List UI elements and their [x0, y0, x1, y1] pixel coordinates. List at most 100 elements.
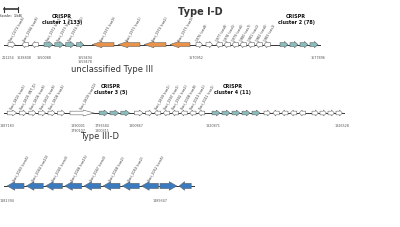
FancyArrow shape: [26, 182, 43, 190]
Text: 1659494
1659478: 1659494 1659478: [78, 56, 93, 64]
Text: CRISPR
cluster 1 (133): CRISPR cluster 1 (133): [42, 14, 82, 25]
Text: 1793584
1800311: 1793584 1800311: [94, 124, 110, 132]
Text: 1638808: 1638808: [16, 56, 32, 60]
FancyArrow shape: [22, 42, 28, 49]
FancyArrow shape: [222, 111, 230, 116]
Text: 1677896: 1677896: [310, 56, 326, 60]
Text: Saci_1806 (cas8): Saci_1806 (cas8): [29, 84, 46, 110]
Text: Saci_2008 (cas8): Saci_2008 (cas8): [180, 84, 198, 110]
Text: 1881394: 1881394: [0, 199, 15, 203]
FancyArrow shape: [282, 111, 288, 116]
FancyArrow shape: [29, 111, 36, 116]
FancyArrow shape: [70, 111, 94, 116]
Text: Saci_1808 (cas4): Saci_1808 (cas4): [48, 84, 66, 110]
FancyArrow shape: [32, 42, 38, 49]
Text: Saci_1974 (cas2): Saci_1974 (cas2): [151, 16, 169, 42]
Text: Saci_1997 (cox1): Saci_1997 (cox1): [162, 84, 180, 110]
Text: 1826528: 1826528: [334, 124, 350, 128]
Text: Saci_1809 (cas10): Saci_1809 (cas10): [78, 82, 97, 110]
FancyArrow shape: [76, 42, 84, 49]
FancyArrow shape: [264, 111, 270, 116]
FancyArrow shape: [46, 182, 62, 190]
Text: 1978 (cas5): 1978 (cas5): [224, 23, 237, 42]
Text: Saci_2047 (csm3): Saci_2047 (csm3): [89, 154, 107, 181]
FancyArrow shape: [66, 42, 74, 49]
FancyArrow shape: [48, 111, 55, 116]
Text: Scale: 1kB: Scale: 1kB: [0, 14, 22, 18]
FancyArrow shape: [299, 111, 306, 116]
Text: Saci_0274 (cas6): Saci_0274 (cas6): [8, 16, 26, 42]
FancyArrow shape: [196, 42, 202, 49]
Text: 1980 (cas7): 1980 (cas7): [240, 23, 253, 42]
FancyArrow shape: [224, 42, 230, 49]
FancyArrow shape: [290, 111, 297, 116]
Text: 1983 (cas1): 1983 (cas1): [264, 23, 277, 42]
Text: 1650088: 1650088: [36, 56, 52, 60]
FancyArrow shape: [146, 111, 152, 116]
FancyArrow shape: [264, 42, 270, 49]
FancyArrow shape: [110, 111, 119, 116]
Text: Saci_1994 (cas8): Saci_1994 (cas8): [22, 16, 39, 42]
Text: Saci_1972 (cas5): Saci_1972 (cas5): [45, 16, 62, 42]
FancyArrow shape: [92, 42, 114, 49]
Text: Saci_2050 (cas2): Saci_2050 (cas2): [127, 155, 145, 181]
FancyArrow shape: [8, 42, 15, 49]
FancyArrow shape: [248, 42, 254, 49]
FancyArrow shape: [206, 42, 212, 49]
Text: 1820871: 1820871: [205, 124, 220, 128]
FancyArrow shape: [44, 42, 53, 49]
FancyArrow shape: [212, 111, 220, 116]
FancyArrow shape: [38, 111, 46, 116]
FancyArrow shape: [154, 111, 161, 116]
Text: unclassified Type III: unclassified Type III: [71, 65, 153, 74]
FancyArrow shape: [7, 182, 24, 190]
Text: Saci_1805 (WT_D): Saci_1805 (WT_D): [19, 82, 38, 110]
Text: 1979 (cas6): 1979 (cas6): [232, 23, 245, 42]
FancyArrow shape: [312, 111, 318, 116]
Text: Saci_2010 (cas2): Saci_2010 (cas2): [189, 84, 206, 110]
Text: 1982 (cas6): 1982 (cas6): [256, 23, 269, 42]
Text: CRISPR
cluster 2 (78): CRISPR cluster 2 (78): [278, 14, 314, 25]
Text: Saci_1975 (cas9): Saci_1975 (cas9): [99, 16, 117, 42]
Text: Saci_2043 (csm5): Saci_2043 (csm5): [12, 154, 30, 181]
FancyArrow shape: [7, 111, 17, 116]
Text: Saci_1975 (cas9): Saci_1975 (cas9): [176, 16, 194, 42]
FancyArrow shape: [19, 111, 26, 116]
Text: Saci_1974 (cas2): Saci_1974 (cas2): [66, 16, 84, 42]
FancyArrow shape: [328, 111, 334, 116]
FancyArrow shape: [273, 111, 279, 116]
Text: 1890001
1790107: 1890001 1790107: [70, 124, 86, 132]
FancyArrow shape: [160, 182, 177, 190]
Text: Saci_1973 (cas1): Saci_1973 (cas1): [125, 16, 143, 42]
FancyArrow shape: [84, 182, 101, 190]
FancyArrow shape: [320, 111, 326, 116]
FancyArrow shape: [232, 111, 240, 116]
FancyArrow shape: [242, 111, 250, 116]
Text: Saci_2044 (cas10): Saci_2044 (cas10): [31, 153, 50, 181]
Text: 1887183: 1887183: [0, 124, 15, 128]
FancyArrow shape: [240, 42, 246, 49]
Text: 211254: 211254: [2, 56, 14, 60]
Text: 1889347: 1889347: [152, 199, 168, 203]
FancyArrow shape: [144, 42, 166, 49]
FancyArrow shape: [232, 42, 238, 49]
FancyArrow shape: [290, 42, 298, 49]
Text: Saci_1973 (cas7): Saci_1973 (cas7): [56, 16, 73, 42]
FancyArrow shape: [300, 42, 308, 49]
Text: Saci_2046 (cas15): Saci_2046 (cas15): [70, 153, 88, 181]
Text: Saci_2052 (csm5): Saci_2052 (csm5): [146, 154, 164, 181]
FancyArrow shape: [65, 182, 82, 190]
Text: 1976 (cas8): 1976 (cas8): [196, 23, 209, 42]
Text: Type III-D: Type III-D: [80, 132, 120, 141]
FancyArrow shape: [122, 182, 139, 190]
FancyArrow shape: [256, 42, 262, 49]
Text: CRISPR
cluster 4 (11): CRISPR cluster 4 (11): [214, 84, 251, 94]
Text: CRISPR
cluster 3 (5): CRISPR cluster 3 (5): [94, 84, 128, 94]
FancyArrow shape: [198, 111, 205, 116]
FancyArrow shape: [179, 182, 191, 190]
FancyArrow shape: [181, 111, 187, 116]
FancyArrow shape: [134, 111, 143, 116]
FancyArrow shape: [118, 42, 140, 49]
FancyArrow shape: [310, 42, 318, 49]
Text: Saci_1992 (cas2): Saci_1992 (cas2): [171, 84, 189, 110]
